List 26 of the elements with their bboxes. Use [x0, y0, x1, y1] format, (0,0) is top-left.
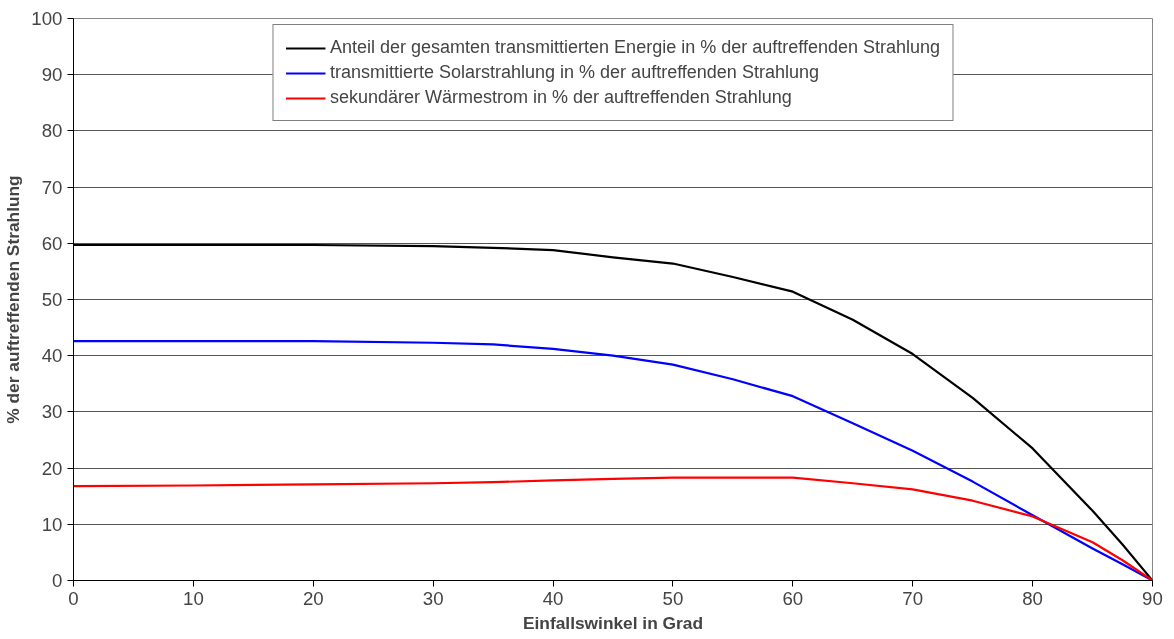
legend-label: transmittierte Solarstrahlung in % der auftreffenden Strahlung	[329, 62, 819, 83]
y-tick-label: 80	[41, 120, 63, 142]
x-tick-label: 30	[422, 587, 444, 609]
x-tick-label: 70	[902, 587, 924, 609]
y-tick-label: 10	[41, 513, 63, 535]
x-tick-label: 90	[1142, 587, 1163, 609]
y-tick-label: 100	[31, 8, 63, 29]
legend-label: Anteil der gesamten transmittierten Energie in % der auftreffenden Strahlung	[329, 37, 941, 58]
x-tick-label: 10	[183, 587, 204, 609]
y-tick-label: 60	[41, 232, 63, 254]
y-tick-label: 40	[41, 345, 63, 367]
y-tick-label: 0	[52, 570, 63, 591]
y-tick-label: 30	[41, 401, 63, 423]
x-tick-label: 20	[302, 587, 324, 609]
x-tick-label: 40	[542, 587, 564, 609]
x-tick-label: 0	[68, 587, 79, 609]
x-tick-label: 60	[782, 587, 804, 609]
x-tick-label: 80	[1022, 587, 1043, 609]
y-tick-label: 70	[41, 176, 63, 198]
y-tick-label: 90	[41, 64, 63, 86]
y-tick-label: 20	[41, 457, 63, 479]
y-axis-title: % der auftreffenden Strahlung	[3, 175, 24, 424]
y-tick-label: 50	[41, 289, 63, 310]
x-axis-title: Einfallswinkel in Grad	[522, 612, 704, 633]
legend-label: sekundärer Wärmestrom in % der auftreffenden Strahlung	[329, 87, 792, 108]
x-tick-label: 50	[662, 587, 684, 609]
